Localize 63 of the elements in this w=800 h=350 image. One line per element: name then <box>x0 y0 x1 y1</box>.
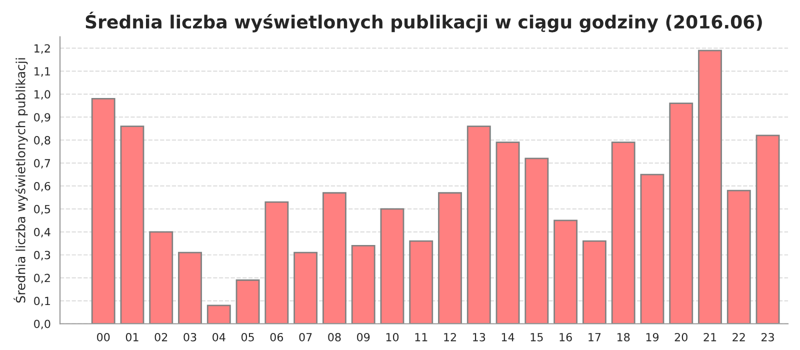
bar <box>611 142 636 324</box>
x-tick-label: 20 <box>674 332 688 342</box>
x-tick-label: 03 <box>184 332 196 342</box>
bar <box>236 279 260 324</box>
x-tick-label: 01 <box>126 332 138 342</box>
x-tick-label: 19 <box>646 332 659 342</box>
bar <box>438 192 462 324</box>
x-tick-label: 06 <box>270 332 284 342</box>
bar <box>698 50 722 324</box>
y-tick-label: 1,1 <box>34 67 50 77</box>
x-tick-label: 21 <box>704 332 716 342</box>
bar <box>149 231 174 324</box>
bar <box>294 252 318 324</box>
bar <box>726 190 751 324</box>
bar <box>91 98 116 324</box>
x-tick-label: 23 <box>762 332 774 342</box>
x-tick-label: 02 <box>154 332 168 342</box>
x-tick-label: 12 <box>444 332 456 342</box>
x-tick-label: 08 <box>328 332 341 342</box>
bar <box>322 192 346 324</box>
y-tick-label: 0,1 <box>34 296 50 306</box>
bar <box>524 158 549 324</box>
bar <box>264 201 289 324</box>
y-tick-label: 0,7 <box>34 159 50 169</box>
bar <box>496 142 520 324</box>
x-tick-label: 11 <box>415 333 428 342</box>
bar <box>178 252 202 324</box>
x-tick-label: 16 <box>560 332 572 342</box>
y-tick-label: 1,0 <box>34 90 50 100</box>
x-tick-label: 05 <box>241 332 254 342</box>
bar <box>554 220 578 324</box>
bar <box>582 240 606 324</box>
x-tick-label: 09 <box>356 332 370 342</box>
bar <box>756 134 780 324</box>
x-tick-label: 04 <box>212 332 226 342</box>
x-tick-label: 10 <box>386 332 399 342</box>
bar <box>351 244 376 324</box>
x-tick-label: 15 <box>530 333 543 342</box>
x-tick-label: 18 <box>617 332 630 342</box>
x-tick-label: 13 <box>473 332 486 342</box>
x-tick-label: 22 <box>732 332 745 342</box>
y-tick-label: 0,4 <box>34 228 50 238</box>
x-tick-label: 07 <box>299 332 312 342</box>
y-tick-label: 0,2 <box>34 274 50 284</box>
bar <box>466 126 491 324</box>
y-tick-label: 0,9 <box>34 113 50 123</box>
bar <box>640 174 664 324</box>
y-tick-label: 0,3 <box>34 250 50 260</box>
y-tick-label: 0,5 <box>34 204 50 214</box>
bar <box>206 304 231 324</box>
x-tick-label: 00 <box>96 332 110 342</box>
bar <box>409 240 434 324</box>
y-tick-label: 0,6 <box>34 182 50 192</box>
bar <box>380 208 404 324</box>
y-tick-label: 1,2 <box>34 44 50 54</box>
x-tick-label: 14 <box>502 333 514 342</box>
bar <box>669 102 694 324</box>
bar <box>120 126 144 324</box>
x-tick-label: 17 <box>588 333 601 342</box>
y-tick-label: 0,8 <box>34 136 50 146</box>
chart-title: Średnia liczba wyświetlonych publikacji w ciągu godziny (2016.06) <box>86 12 762 32</box>
y-axis-title: Średnia liczba wyświetlonych publikacji <box>14 58 28 303</box>
y-tick-label: 0,0 <box>34 320 50 330</box>
